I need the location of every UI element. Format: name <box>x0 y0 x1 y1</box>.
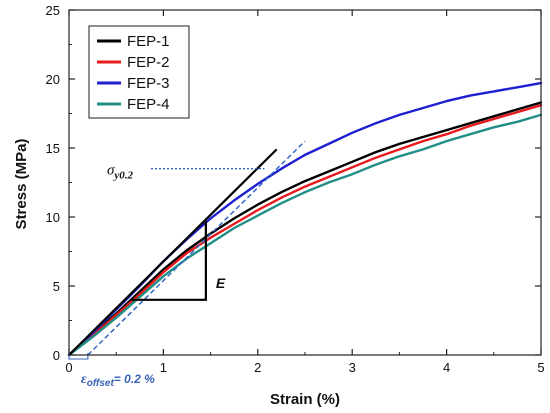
x-tick-label: 5 <box>537 360 544 375</box>
legend-label: FEP-1 <box>127 33 170 50</box>
x-tick-label: 2 <box>254 360 261 375</box>
axes: 0 1 2 3 4 5 0 5 10 15 20 25 <box>46 3 545 375</box>
series-lines <box>67 81 543 357</box>
legend-label: FEP-3 <box>127 75 170 92</box>
y-axis-title: Stress (MPa) <box>13 139 30 230</box>
modulus-fit-line <box>68 148 278 356</box>
modulus-label: E <box>216 275 226 291</box>
y-tick-label: 5 <box>53 279 60 294</box>
y-tick-label: 25 <box>46 3 60 18</box>
y-tick-label: 15 <box>46 141 60 156</box>
offset-line <box>87 140 306 356</box>
x-tick-label: 1 <box>160 360 167 375</box>
series-line-fep-1 <box>67 101 543 357</box>
legend-label: FEP-4 <box>127 96 170 113</box>
series-line-fep-2 <box>67 103 543 357</box>
series-line-fep-4 <box>67 113 543 357</box>
y-tick-label: 10 <box>46 210 60 225</box>
x-tick-label: 0 <box>65 360 72 375</box>
y-tick-label: 20 <box>46 72 60 87</box>
x-tick-label: 4 <box>443 360 450 375</box>
modulus-triangle <box>130 221 207 301</box>
legend: FEP-1 FEP-2 FEP-3 FEP-4 <box>88 25 190 119</box>
offset-bracket <box>68 353 89 360</box>
x-axis-title: Strain (%) <box>270 391 340 408</box>
yield-label: σy0.2 <box>107 163 134 182</box>
x-tick-label: 3 <box>349 360 356 375</box>
legend-label: FEP-2 <box>127 54 170 71</box>
y-tick-label: 0 <box>53 348 60 363</box>
offset-label: εoffset= 0.2 % <box>81 372 155 389</box>
